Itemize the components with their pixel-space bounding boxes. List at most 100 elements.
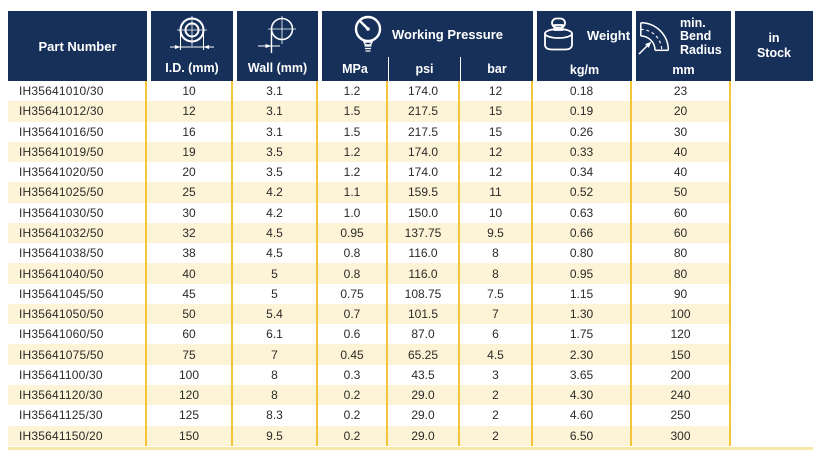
cell-mpa: 0.2 xyxy=(318,425,388,446)
header-weight: Weight kg/m xyxy=(533,11,632,81)
cell-bend-radius: 300 xyxy=(632,425,731,446)
cell-mpa: 0.75 xyxy=(318,283,388,304)
cell-id-mm: 20 xyxy=(147,162,233,183)
inner-diameter-icon xyxy=(169,16,215,56)
cell-part-number: IH35641020/50 xyxy=(8,162,147,183)
cell-wall-mm: 5 xyxy=(233,283,318,304)
cell-wall-mm: 3.5 xyxy=(233,162,318,183)
cell-wall-mm: 4.5 xyxy=(233,243,318,264)
cell-id-mm: 19 xyxy=(147,141,233,163)
cell-mpa: 0.2 xyxy=(318,405,388,426)
cell-mpa: 0.8 xyxy=(318,263,388,284)
cell-in-stock xyxy=(731,121,813,142)
cell-bend-radius: 90 xyxy=(632,283,731,304)
cell-bend-radius: 30 xyxy=(632,121,731,142)
table-row: IH35641030/50 30 4.2 1.0 150.0 10 0.63 6… xyxy=(8,202,813,223)
cell-part-number: IH35641012/30 xyxy=(8,101,147,122)
cell-in-stock xyxy=(731,425,813,446)
cell-bar: 2 xyxy=(460,425,533,446)
table-row: IH35641025/50 25 4.2 1.1 159.5 11 0.52 5… xyxy=(8,182,813,203)
header-inner-diameter: I.D. (mm) xyxy=(147,11,233,81)
cell-wall-mm: 9.5 xyxy=(233,425,318,446)
cell-psi: 217.5 xyxy=(388,121,460,142)
cell-in-stock xyxy=(731,303,813,325)
cell-mpa: 1.2 xyxy=(318,141,388,163)
weight-unit-label: kg/m xyxy=(569,63,600,77)
cell-wall-mm: 8.3 xyxy=(233,405,318,426)
table-bottom-rule xyxy=(8,446,813,450)
cell-bar: 8 xyxy=(460,243,533,264)
cell-wall-mm: 4.5 xyxy=(233,222,318,244)
cell-id-mm: 16 xyxy=(147,121,233,142)
cell-kg-m: 0.66 xyxy=(533,222,632,244)
cell-id-mm: 75 xyxy=(147,344,233,365)
cell-kg-m: 0.80 xyxy=(533,243,632,264)
cell-psi: 116.0 xyxy=(388,243,460,264)
cell-in-stock xyxy=(731,364,813,385)
cell-psi: 29.0 xyxy=(388,425,460,446)
cell-in-stock xyxy=(731,101,813,122)
bar-label: bar xyxy=(460,57,533,81)
table-row: IH35641032/50 32 4.5 0.95 137.75 9.5 0.6… xyxy=(8,222,813,244)
in-stock-label: in Stock xyxy=(756,31,792,60)
cell-mpa: 1.5 xyxy=(318,121,388,142)
cell-bend-radius: 80 xyxy=(632,263,731,284)
cell-psi: 174.0 xyxy=(388,81,460,102)
cell-kg-m: 2.30 xyxy=(533,344,632,365)
cell-bar: 12 xyxy=(460,162,533,183)
cell-mpa: 1.2 xyxy=(318,81,388,102)
cell-psi: 101.5 xyxy=(388,303,460,325)
weight-title: Weight xyxy=(586,27,631,43)
cell-mpa: 1.1 xyxy=(318,182,388,203)
cell-id-mm: 10 xyxy=(147,81,233,102)
cell-kg-m: 4.60 xyxy=(533,405,632,426)
cell-part-number: IH35641075/50 xyxy=(8,344,147,365)
table-row: IH35641012/30 12 3.1 1.5 217.5 15 0.19 2… xyxy=(8,101,813,122)
cell-part-number: IH35641150/20 xyxy=(8,425,147,446)
cell-part-number: IH35641100/30 xyxy=(8,364,147,385)
cell-in-stock xyxy=(731,182,813,203)
mpa-label: MPa xyxy=(342,62,368,76)
cell-bend-radius: 240 xyxy=(632,384,731,406)
cell-wall-mm: 7 xyxy=(233,344,318,365)
table-row: IH35641020/50 20 3.5 1.2 174.0 12 0.34 4… xyxy=(8,162,813,183)
cell-wall-mm: 3.5 xyxy=(233,141,318,163)
cell-bar: 15 xyxy=(460,101,533,122)
cell-id-mm: 120 xyxy=(147,384,233,406)
cell-psi: 159.5 xyxy=(388,182,460,203)
cell-in-stock xyxy=(731,162,813,183)
cell-bend-radius: 200 xyxy=(632,364,731,385)
cell-part-number: IH35641030/50 xyxy=(8,202,147,223)
cell-bend-radius: 80 xyxy=(632,243,731,264)
pressure-units-row: MPa psi bar xyxy=(322,57,533,81)
cell-psi: 65.25 xyxy=(388,344,460,365)
table-row: IH35641038/50 38 4.5 0.8 116.0 8 0.80 80 xyxy=(8,243,813,264)
cell-mpa: 0.6 xyxy=(318,324,388,345)
cell-bar: 2 xyxy=(460,405,533,426)
cell-bar: 15 xyxy=(460,121,533,142)
cell-in-stock xyxy=(731,384,813,406)
cell-bend-radius: 100 xyxy=(632,303,731,325)
bend-radius-icon xyxy=(637,18,675,56)
cell-bend-radius: 250 xyxy=(632,405,731,426)
table-row: IH35641010/30 10 3.1 1.2 174.0 12 0.18 2… xyxy=(8,81,813,102)
cell-bar: 11 xyxy=(460,182,533,203)
cell-psi: 150.0 xyxy=(388,202,460,223)
wall-thickness-icon xyxy=(254,16,300,56)
cell-bar: 7.5 xyxy=(460,283,533,304)
cell-id-mm: 45 xyxy=(147,283,233,304)
cell-mpa: 0.8 xyxy=(318,243,388,264)
cell-wall-mm: 4.2 xyxy=(233,202,318,223)
cell-wall-mm: 6.1 xyxy=(233,324,318,345)
cell-part-number: IH35641040/50 xyxy=(8,263,147,284)
cell-kg-m: 3.65 xyxy=(533,364,632,385)
cell-kg-m: 0.19 xyxy=(533,101,632,122)
cell-kg-m: 0.34 xyxy=(533,162,632,183)
cell-part-number: IH35641050/50 xyxy=(8,303,147,325)
cell-in-stock xyxy=(731,283,813,304)
cell-id-mm: 60 xyxy=(147,324,233,345)
cell-part-number: IH35641125/30 xyxy=(8,405,147,426)
cell-part-number: IH35641060/50 xyxy=(8,324,147,345)
cell-wall-mm: 8 xyxy=(233,384,318,406)
cell-id-mm: 50 xyxy=(147,303,233,325)
